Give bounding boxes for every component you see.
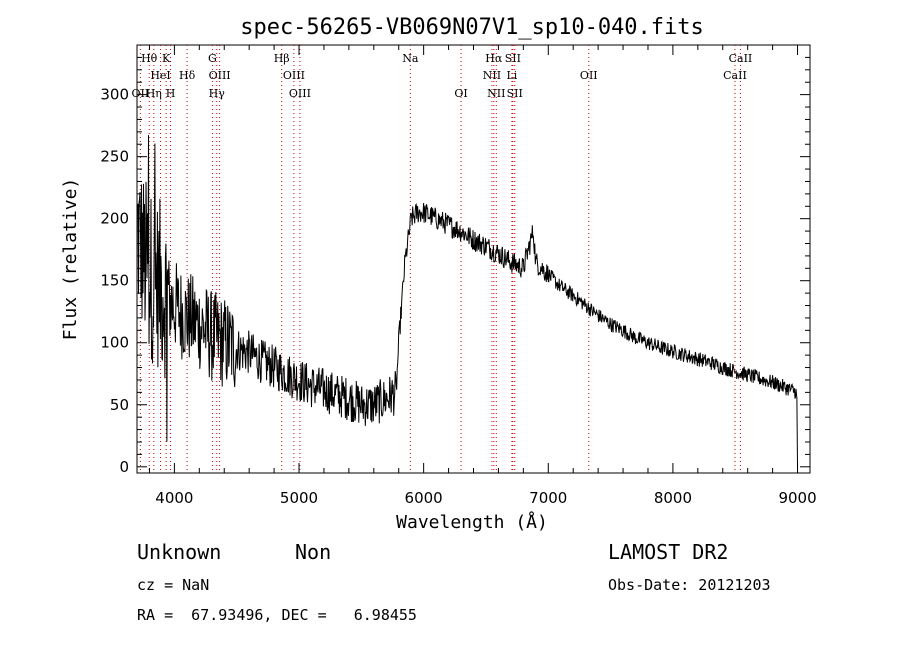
x-axis-label: Wavelength (Å) — [396, 511, 548, 533]
y-axis-label: Flux (relative) — [60, 178, 81, 341]
spectral-line-label-7: CaII — [729, 52, 753, 65]
y-tick-label-200: 200 — [100, 210, 129, 228]
redshift-cz: cz = NaN — [137, 576, 210, 594]
x-tick-label-7000: 7000 — [529, 489, 567, 507]
x-axis-ticks: 4000 5000 6000 7000 8000 9000 — [148, 45, 817, 507]
y-tick-label-0: 0 — [119, 458, 129, 476]
spectral-line-label-18: H — [166, 87, 176, 100]
spectral-line-label-2: G — [208, 52, 217, 65]
spectral-line-label-14: OII — [580, 69, 598, 82]
spectral-line-label-4: Na — [402, 52, 419, 65]
y-tick-label-300: 300 — [100, 86, 129, 104]
spectral-line-markers — [139, 45, 741, 473]
spectral-line-label-15: CaII — [723, 69, 747, 82]
spectral-line-label-23: SII — [507, 87, 523, 100]
x-tick-label-4000: 4000 — [155, 489, 193, 507]
x-tick-label-5000: 5000 — [280, 489, 318, 507]
spectrum-series-line — [136, 135, 798, 467]
sky-coordinates: RA = 67.93496, DEC = 6.98455 — [137, 606, 417, 624]
spectral-line-label-22: NII — [487, 87, 505, 100]
x-tick-label-6000: 6000 — [405, 489, 443, 507]
x-tick-label-8000: 8000 — [654, 489, 692, 507]
observation-date: Obs-Date: 20121203 — [608, 576, 771, 594]
object-subclass: Non — [295, 540, 332, 564]
y-tick-label-100: 100 — [100, 334, 129, 352]
plot-frame — [136, 44, 811, 474]
y-tick-label-250: 250 — [100, 148, 129, 166]
spectral-line-label-5: Hα — [485, 52, 503, 65]
spectral-line-label-0: Hθ — [141, 52, 158, 65]
spectral-line-label-10: OIII — [209, 69, 231, 82]
y-tick-label-150: 150 — [100, 272, 129, 290]
spectral-line-label-20: OIII — [289, 87, 311, 100]
spectral-line-label-3: Hβ — [274, 52, 290, 65]
spectral-line-label-12: NII — [483, 69, 501, 82]
y-axis-ticks: 0 50 100 150 200 250 300 — [100, 56, 810, 476]
spectral-line-label-9: Hδ — [179, 69, 196, 82]
chart-title: spec-56265-VB069N07V1_sp10-040.fits — [240, 15, 704, 40]
object-class: Unknown — [137, 540, 222, 564]
spectral-line-label-8: HeI — [150, 69, 170, 82]
spectral-line-label-11: OIII — [283, 69, 305, 82]
spectral-line-label-19: Hγ — [209, 87, 226, 100]
x-tick-label-9000: 9000 — [778, 489, 816, 507]
spectral-line-label-6: SII — [505, 52, 521, 65]
spectral-line-label-17: Hη — [146, 87, 162, 100]
spectral-line-label-13: Li — [506, 69, 517, 82]
spectral-line-label-21: OI — [454, 87, 467, 100]
survey-name: LAMOST DR2 — [608, 540, 729, 564]
spectral-line-label-16: OII — [132, 87, 150, 100]
y-tick-label-50: 50 — [110, 396, 129, 414]
spectral-line-label-1: K — [162, 52, 171, 65]
